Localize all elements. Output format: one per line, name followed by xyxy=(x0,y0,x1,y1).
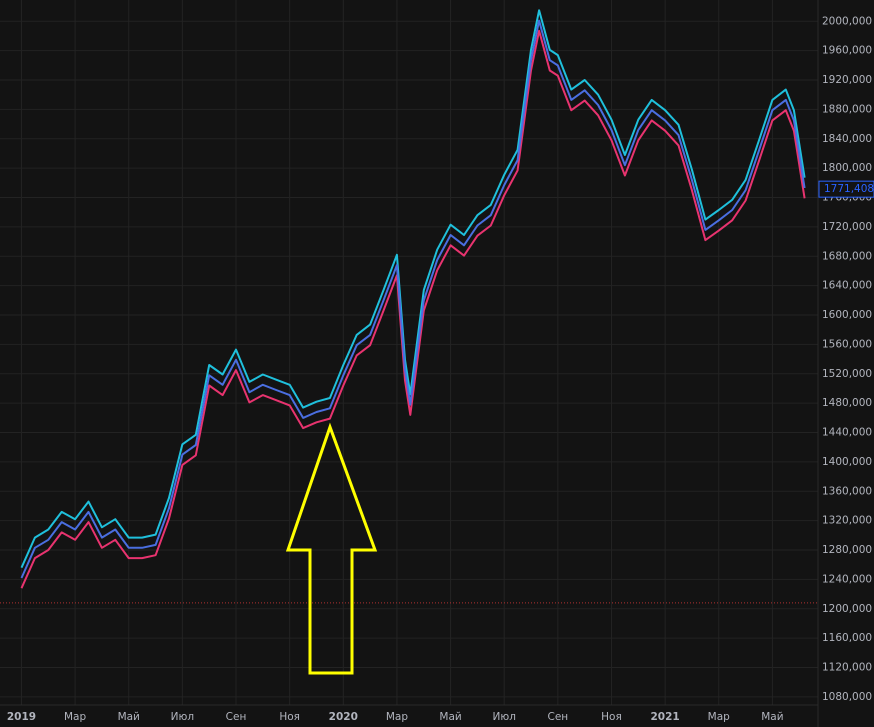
price-line xyxy=(20,9,806,569)
x-tick-label: Июл xyxy=(493,711,516,723)
x-tick-label: Ноя xyxy=(601,711,622,723)
y-tick-label: 1880,000 xyxy=(822,103,872,115)
y-tick-label: 1360,000 xyxy=(822,485,872,497)
x-tick-label: Май xyxy=(761,711,783,723)
grid xyxy=(0,0,818,705)
x-tick-label: Ноя xyxy=(279,711,300,723)
y-tick-label: 1320,000 xyxy=(822,515,872,527)
x-tick-label: Мар xyxy=(64,711,86,723)
last-price-label: 1771,408 xyxy=(824,183,874,195)
x-tick-label: Июл xyxy=(171,711,194,723)
y-tick-label: 1520,000 xyxy=(822,368,872,380)
lines xyxy=(20,9,806,589)
x-tick-label: Сен xyxy=(226,711,247,723)
x-tick-label: Май xyxy=(118,711,140,723)
y-tick-label: 1280,000 xyxy=(822,544,872,556)
x-tick-label: Мар xyxy=(386,711,408,723)
y-tick-label: 1640,000 xyxy=(822,280,872,292)
x-tick-label: Май xyxy=(439,711,461,723)
y-tick-label: 1600,000 xyxy=(822,309,872,321)
price-line xyxy=(20,19,806,579)
y-tick-label: 1160,000 xyxy=(822,632,872,644)
y-tick-label: 1440,000 xyxy=(822,427,872,439)
y-tick-label: 1800,000 xyxy=(822,162,872,174)
y-tick-label: 1240,000 xyxy=(822,573,872,585)
y-tick-label: 2000,000 xyxy=(822,15,872,27)
y-tick-label: 1840,000 xyxy=(822,133,872,145)
x-tick-label: Сен xyxy=(548,711,569,723)
y-tick-label: 1720,000 xyxy=(822,221,872,233)
y-tick-label: 1400,000 xyxy=(822,456,872,468)
y-tick-label: 1200,000 xyxy=(822,603,872,615)
x-tick-label: Мар xyxy=(708,711,730,723)
y-tick-label: 1560,000 xyxy=(822,338,872,350)
last-price-box xyxy=(818,180,874,198)
x-tick-label: 2021 xyxy=(651,711,680,723)
y-tick-label: 1080,000 xyxy=(822,691,872,703)
arrow-annotation xyxy=(285,422,378,675)
y-tick-label: 1680,000 xyxy=(822,250,872,262)
price-line xyxy=(20,29,806,589)
y-tick-label: 1120,000 xyxy=(822,662,872,674)
y-tick-label: 1920,000 xyxy=(822,74,872,86)
y-tick-label: 1480,000 xyxy=(822,397,872,409)
x-tick-label: 2019 xyxy=(7,711,36,723)
x-tick-label: 2020 xyxy=(329,711,358,723)
y-tick-label: 1960,000 xyxy=(822,45,872,57)
